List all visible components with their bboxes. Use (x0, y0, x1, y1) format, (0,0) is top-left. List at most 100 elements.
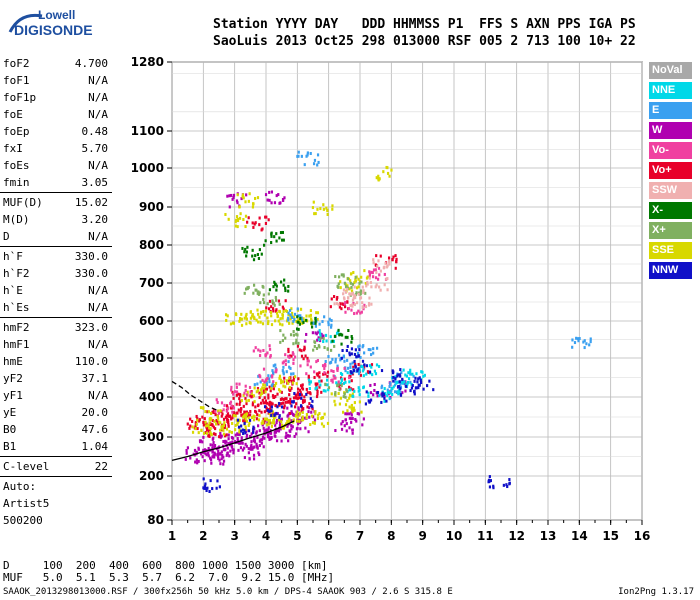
chart-profile-lines (171, 380, 295, 462)
echo-point-vo (217, 411, 221, 415)
echo-point-w (211, 437, 214, 441)
echo-point-w (221, 453, 224, 457)
echo-point-e (290, 372, 293, 376)
echo-point-sse (278, 376, 281, 380)
param-label: foF2 (3, 57, 30, 70)
echo-point-w (262, 445, 265, 449)
echo-point-nnw (426, 384, 429, 388)
echo-point-nne (329, 335, 332, 339)
echo-point-sse (314, 410, 317, 414)
echo-point-w (219, 435, 222, 439)
echo-point-w (266, 198, 269, 202)
echo-point-vo (275, 368, 278, 372)
echo-point-e (293, 318, 296, 322)
echo-point-vo (377, 277, 380, 281)
echo-point-vo (263, 396, 266, 400)
param-group-heights: h`F 330.0 h`F2 330.0 h`E N/A h`Es N/A (0, 248, 112, 316)
echo-point-nne (326, 383, 329, 387)
echo-point-e (356, 351, 360, 355)
echo-point-nne (420, 370, 423, 374)
autoscaler-name: Artist5 (3, 497, 50, 510)
echo-point-sse (358, 400, 362, 404)
echo-point-nne (374, 372, 378, 376)
echo-point-vo (206, 427, 210, 431)
echo-point-w (307, 430, 310, 434)
echo-point-vo (201, 415, 204, 419)
echo-point-vo (296, 344, 300, 348)
divider (0, 456, 112, 457)
echo-point-vo (296, 396, 299, 400)
echo-point-sse (288, 321, 291, 325)
echo-point-w (226, 446, 229, 450)
echo-point-sse (346, 399, 349, 403)
echo-point-vo (259, 349, 262, 353)
echo-point-vo (205, 422, 208, 426)
echo-point-nnw (392, 379, 395, 383)
echo-point-sse (284, 309, 288, 313)
echo-point-e (257, 374, 260, 378)
echo-point-sse (209, 430, 212, 434)
echo-point-vo (359, 311, 362, 315)
echo-point-sse (268, 412, 271, 416)
echo-point-nnw (280, 405, 284, 409)
echo-point-sse (244, 417, 247, 421)
echo-point-vo (313, 370, 316, 374)
echo-point-sse (220, 425, 223, 429)
echo-point-e (388, 385, 391, 389)
echo-point-nne (391, 376, 394, 380)
echo-point-e (412, 374, 415, 378)
echo-point-e (270, 384, 273, 388)
echo-point-nne (318, 379, 321, 383)
echo-point-sse (191, 430, 195, 434)
echo-point-sse (219, 409, 222, 413)
echo-point-nne (375, 363, 379, 367)
legend-item-sse: SSE (649, 242, 692, 259)
echo-point-sse (377, 174, 380, 178)
echo-point-ssw (376, 264, 379, 268)
echo-point-vo (314, 382, 317, 386)
echo-point-nnw (208, 490, 211, 494)
echo-point-e (342, 354, 345, 358)
echo-point-e (313, 158, 317, 162)
echo-point-sse (245, 412, 249, 416)
param-value: 47.6 (81, 423, 109, 436)
echo-point-w (257, 451, 260, 455)
param-label: foF1 (3, 74, 30, 87)
echo-point-e (285, 370, 288, 374)
echo-point-sse (194, 427, 197, 431)
echo-point-x (364, 291, 367, 295)
echo-point-sse (236, 422, 239, 426)
echo-point-ssw (377, 259, 380, 263)
echo-point-nnw (398, 384, 401, 388)
echo-point-sse (199, 406, 203, 410)
echo-point-sse (351, 407, 354, 411)
echo-point-nne (397, 392, 400, 396)
echo-point-vo (372, 268, 376, 272)
echo-point-e (357, 345, 360, 349)
param-row-he: h`E N/A (0, 282, 112, 299)
echo-point-sse (204, 410, 207, 414)
echo-point-w (207, 454, 210, 458)
echo-point-ssw (370, 285, 373, 289)
echo-point-sse (208, 426, 211, 430)
echo-point-e (330, 323, 333, 327)
echo-point-sse (281, 323, 284, 327)
echo-point-w (304, 339, 307, 343)
echo-point-w (281, 197, 285, 201)
echo-point-nnw (243, 421, 246, 425)
echo-point-w (361, 423, 364, 427)
echo-point-sse (238, 319, 241, 323)
echo-point-sse (231, 421, 234, 425)
echo-point-x (259, 301, 262, 305)
echo-point-w (249, 445, 253, 449)
echo-point-x (342, 395, 345, 399)
echo-point-vo (352, 388, 355, 392)
echo-point-e (334, 357, 337, 361)
echo-point-x (358, 281, 361, 285)
echo-point-nnw (391, 369, 394, 373)
echo-point-x (347, 329, 350, 333)
echo-point-nne (402, 368, 405, 372)
echo-point-e (288, 308, 292, 312)
echo-point-vo (243, 420, 246, 424)
echo-point-vo (266, 376, 269, 380)
